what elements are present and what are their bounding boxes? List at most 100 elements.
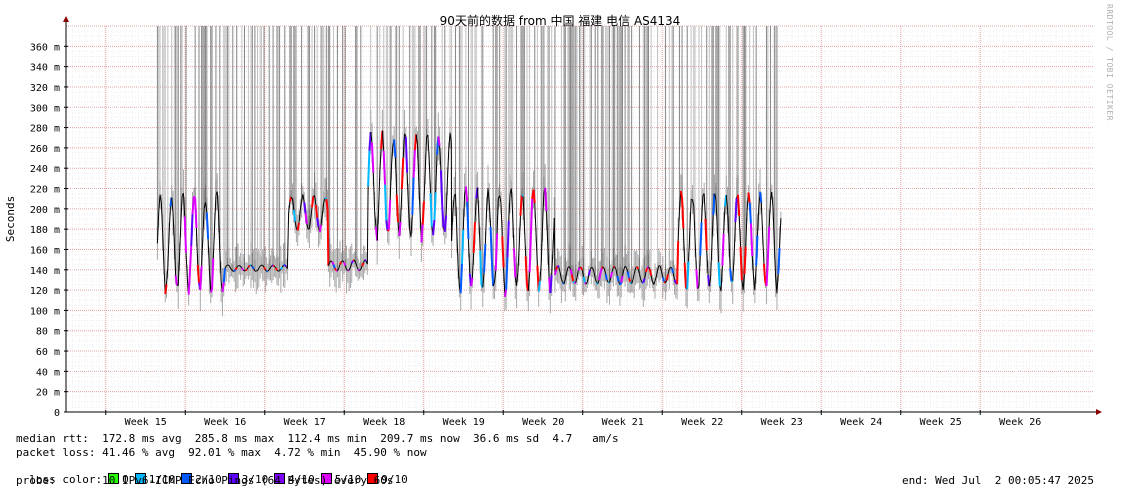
median-segment [387,199,392,230]
loss-swatch-label: 0 [122,473,129,486]
loss-swatch-label: 5/10 [334,473,362,486]
median-segment [609,271,614,278]
median-segment [404,133,407,138]
median-segment [762,235,765,264]
median-segment [333,267,338,271]
median-segment [427,134,430,160]
median-segment [182,193,186,217]
median-segment [524,256,528,286]
median-segment [496,198,499,234]
median-segment [423,169,426,202]
median-segment [284,264,287,268]
x-tick-label: Week 24 [840,417,882,428]
median-segment [407,205,411,230]
x-tick-label: Week 15 [125,417,167,428]
packet-loss-stats: packet loss: 41.46 % avg 92.01 % max 4.7… [16,446,427,459]
median-segment [329,260,332,263]
median-segment [653,280,656,285]
median-segment [631,279,634,284]
median-segment [626,271,631,279]
median-segment [492,282,495,287]
median-segment [190,214,194,247]
median-segment [581,269,585,277]
y-tick-label: 120 m [30,286,60,297]
median-segment [242,269,245,272]
median-segment [494,233,499,271]
median-segment [665,274,670,281]
median-segment [714,193,717,200]
median-segment [288,201,291,214]
median-segment [172,213,175,243]
median-segment [703,193,706,219]
median-segment [338,264,341,269]
median-segment [355,262,358,267]
median-segment [710,243,713,278]
median-segment [286,213,290,269]
median-segment [251,266,255,270]
smokeping-chart: 0 20 m 40 m 60 m 80 m 100 m 120 m 140 m 160 m 180… [4,13,1102,428]
median-segment [160,201,164,233]
x-tick-label: Week 23 [761,417,803,428]
median-segment [302,194,305,203]
median-segment [748,202,752,224]
median-segment [716,224,719,263]
median-segment [360,265,363,270]
median-segment [196,264,201,283]
median-segment [637,268,640,274]
median-segment [745,211,748,247]
median-segment [493,270,497,283]
median-segment [640,279,643,283]
median-segment [472,222,476,253]
median-segment [523,224,527,257]
median-segment [288,196,293,202]
median-segment [221,282,225,293]
median-segment [644,271,647,279]
median-segment [327,262,331,266]
loss-swatch [108,473,120,484]
median-segment [704,218,708,251]
median-segment [486,188,489,208]
probe-info: probe: 10 IPv6-ICMP Echo Pings (64 Bytes… [16,474,394,487]
median-segment [521,194,524,197]
median-segment [233,269,237,272]
median-segment [672,272,676,281]
median-segment [693,205,696,240]
median-segment [602,266,605,269]
median-segment [756,207,760,236]
median-segment [537,281,541,292]
median-segment [348,266,351,271]
median-segment [445,181,448,216]
median-rtt-stats: median rtt: 172.8 ms avg 285.8 ms max 11… [16,432,619,445]
median-segment [162,232,165,266]
median-segment [535,234,538,266]
median-segment [539,262,542,282]
median-segment [263,266,267,270]
median-segment [661,276,666,282]
median-segment [280,266,284,270]
median-segment [505,257,509,290]
median-segment [648,268,653,276]
median-segment [384,184,388,221]
median-segment [489,226,493,262]
median-segment [614,266,617,270]
median-segment [594,278,598,283]
median-segment [593,271,596,279]
median-segment [466,201,470,240]
median-segment [452,196,455,212]
median-segment [729,268,733,282]
y-tick-label: 360 m [30,42,60,53]
median-segment [321,202,325,215]
median-segment [342,260,345,263]
median-segment [343,261,347,266]
median-segment [353,259,357,264]
median-segment [575,277,578,283]
median-segment [623,265,626,270]
median-segment [432,219,436,236]
median-segment [420,224,424,243]
median-segment [732,258,735,281]
median-segment [642,278,646,284]
median-segment [406,172,409,206]
median-segment [482,272,485,288]
median-segment [547,244,550,278]
median-segment [402,133,405,159]
